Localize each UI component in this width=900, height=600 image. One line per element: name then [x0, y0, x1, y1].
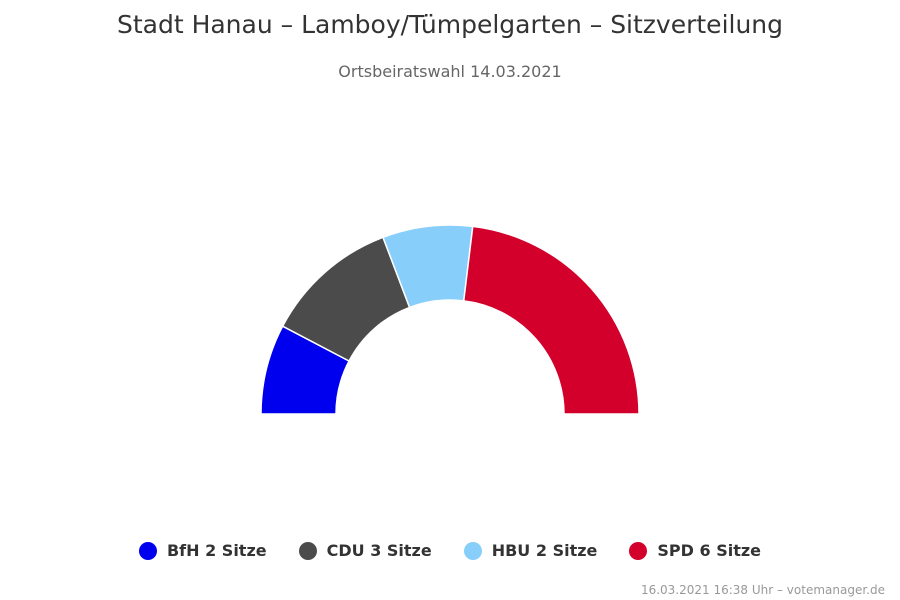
chart-subtitle: Ortsbeiratswahl 14.03.2021	[338, 62, 562, 81]
legend-label: HBU 2 Sitze	[491, 541, 598, 560]
legend-item-spd[interactable]: SPD 6 Sitze	[629, 541, 761, 560]
legend-item-bfh[interactable]: BfH 2 Sitze	[138, 541, 267, 560]
legend: BfH 2 Sitze CDU 3 Sitze HBU 2 Sitze SPD 6 S…	[0, 541, 900, 560]
slice-spd[interactable]	[462, 225, 640, 415]
legend-label: BfH 2 Sitze	[166, 541, 267, 560]
credits[interactable]: 16.03.2021 16:38 Uhr – votemanager.de	[640, 583, 885, 597]
legend-item-hbu[interactable]: HBU 2 Sitze	[463, 541, 598, 560]
legend-label: CDU 3 Sitze	[326, 541, 432, 560]
legend-marker-icon	[138, 541, 157, 560]
legend-item-cdu[interactable]: CDU 3 Sitze	[298, 541, 432, 560]
legend-marker-icon	[298, 541, 317, 560]
legend-marker-icon	[463, 541, 482, 560]
chart-title: Stadt Hanau – Lamboy/Tümpelgarten – Sitz…	[116, 10, 784, 39]
legend-marker-icon	[629, 541, 648, 560]
legend-label: SPD 6 Sitze	[657, 541, 762, 560]
